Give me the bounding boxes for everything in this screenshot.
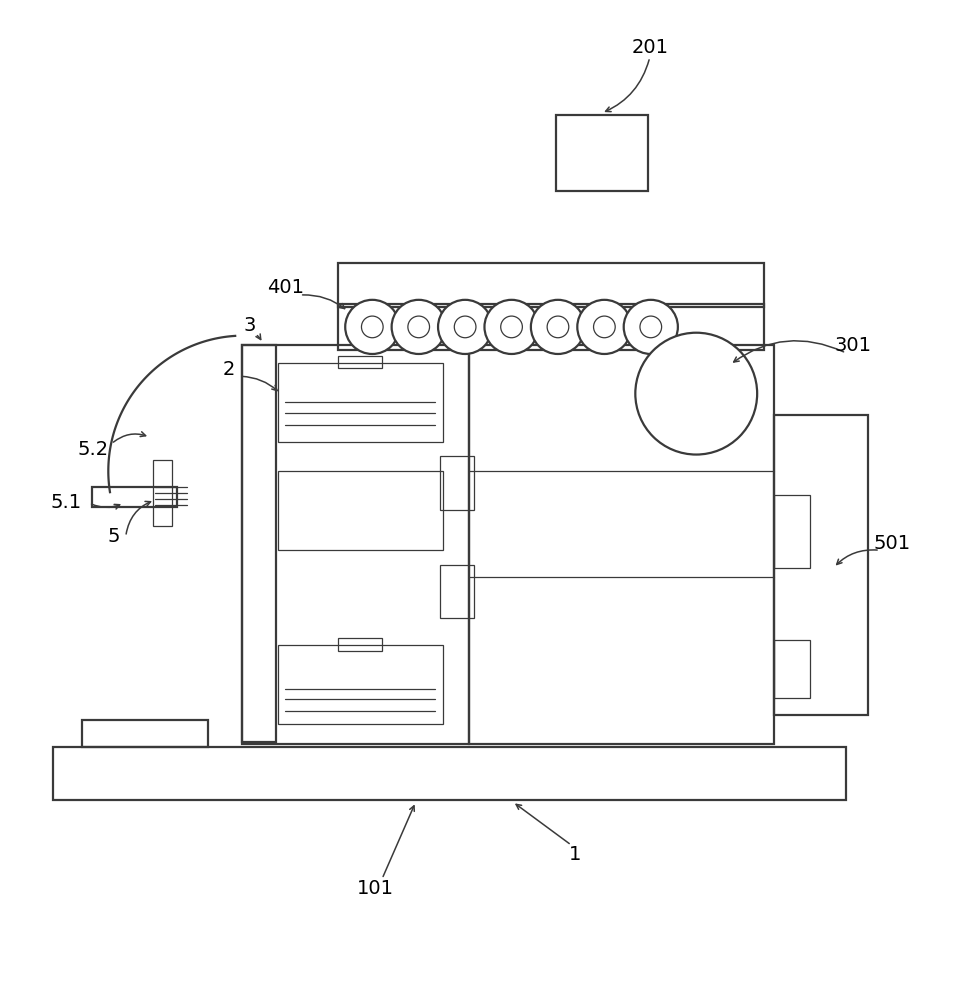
Bar	[774, 415, 868, 715]
Circle shape	[438, 300, 492, 354]
Bar	[469, 345, 774, 744]
Circle shape	[531, 300, 585, 354]
Bar	[440, 456, 474, 510]
FancyArrowPatch shape	[734, 341, 843, 362]
Text: 5.1: 5.1	[50, 493, 81, 512]
Bar	[53, 747, 846, 800]
FancyArrowPatch shape	[516, 804, 570, 844]
Text: 301: 301	[835, 336, 871, 355]
FancyArrowPatch shape	[242, 376, 278, 391]
Text: 101: 101	[357, 879, 394, 898]
Circle shape	[408, 316, 429, 338]
Circle shape	[345, 300, 399, 354]
Text: 2: 2	[223, 360, 235, 379]
Bar	[278, 645, 443, 724]
FancyArrowPatch shape	[126, 501, 151, 534]
Bar	[278, 363, 443, 442]
Circle shape	[594, 316, 615, 338]
Circle shape	[577, 300, 631, 354]
Text: 1: 1	[570, 845, 581, 864]
FancyArrowPatch shape	[113, 432, 146, 442]
Circle shape	[635, 333, 757, 455]
Circle shape	[454, 316, 476, 338]
Circle shape	[640, 316, 661, 338]
FancyArrowPatch shape	[383, 806, 414, 877]
Text: 501: 501	[873, 534, 910, 553]
Bar	[338, 304, 764, 350]
Bar	[242, 345, 469, 744]
Bar	[774, 495, 810, 568]
FancyArrowPatch shape	[256, 334, 261, 339]
Bar	[338, 356, 382, 368]
FancyArrowPatch shape	[836, 550, 877, 564]
Circle shape	[624, 300, 678, 354]
FancyArrowPatch shape	[303, 295, 344, 309]
Bar	[338, 263, 764, 307]
FancyArrowPatch shape	[92, 504, 120, 509]
Circle shape	[501, 316, 522, 338]
Text: 5.2: 5.2	[77, 440, 108, 459]
Bar	[556, 115, 648, 191]
Text: 201: 201	[631, 38, 668, 57]
Circle shape	[362, 316, 383, 338]
Bar	[92, 487, 177, 507]
Circle shape	[547, 316, 569, 338]
Bar	[278, 471, 443, 550]
Circle shape	[392, 300, 446, 354]
Circle shape	[484, 300, 539, 354]
Bar	[153, 460, 172, 526]
FancyArrowPatch shape	[605, 60, 649, 112]
Text: 5: 5	[108, 527, 120, 546]
Bar	[440, 565, 474, 618]
Bar	[774, 640, 810, 698]
Bar	[338, 638, 382, 651]
Bar	[242, 345, 276, 742]
Text: 401: 401	[267, 278, 304, 297]
Text: 3: 3	[244, 316, 255, 335]
Bar	[82, 720, 208, 747]
